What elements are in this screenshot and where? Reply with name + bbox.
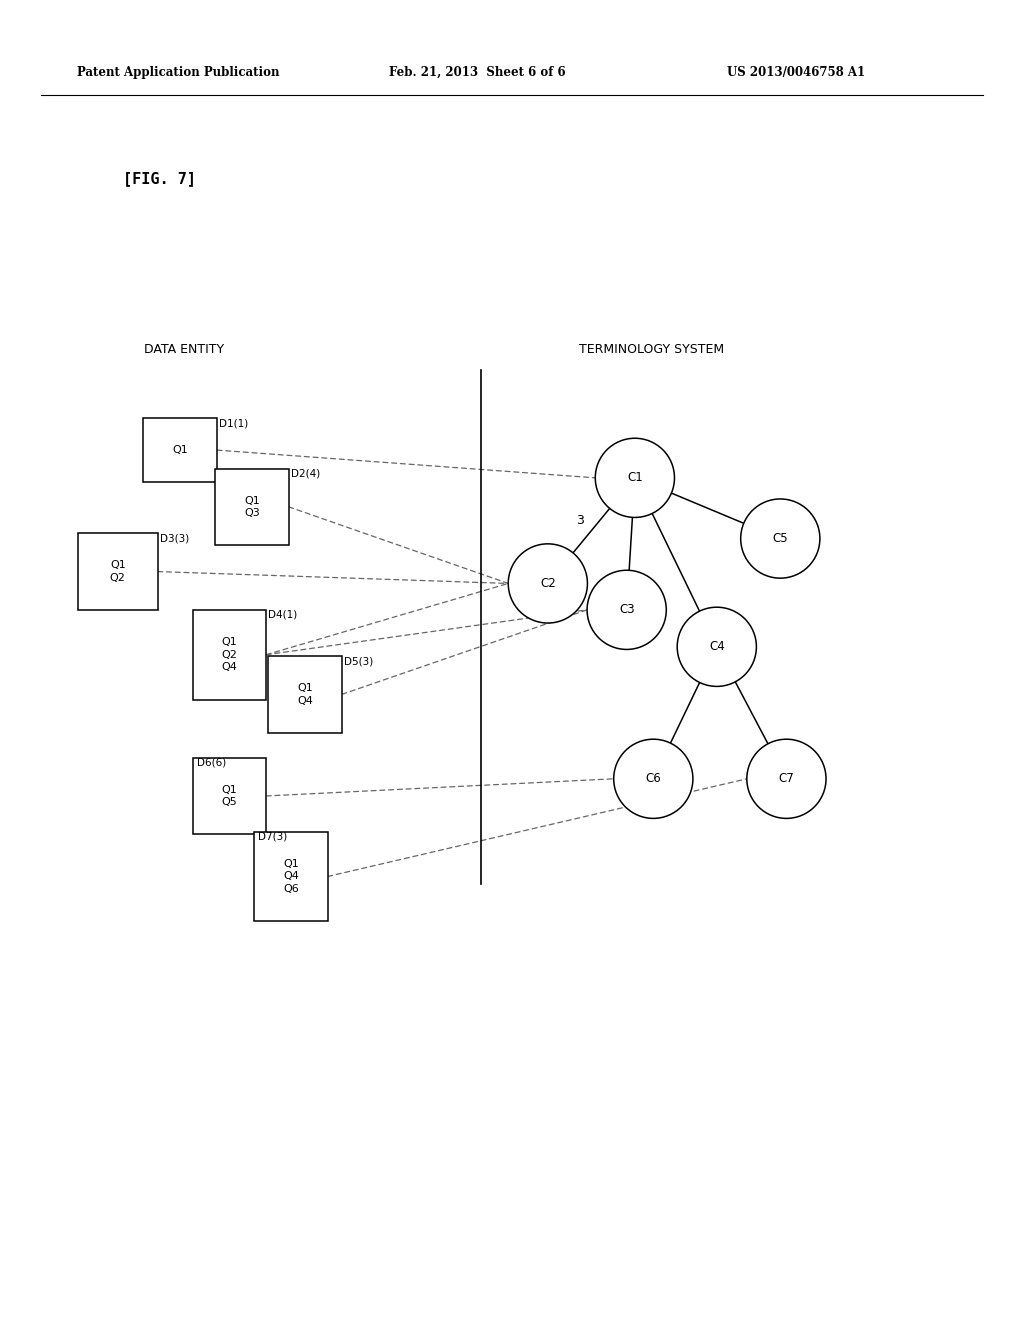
Text: C1: C1 [627,471,643,484]
Text: Q1
Q5: Q1 Q5 [221,785,238,807]
Ellipse shape [613,739,693,818]
FancyBboxPatch shape [193,758,266,834]
Text: D4(1): D4(1) [268,610,298,620]
Text: D5(3): D5(3) [344,656,374,667]
FancyBboxPatch shape [143,418,217,482]
Text: 3: 3 [575,513,584,527]
Text: C3: C3 [618,603,635,616]
Text: C2: C2 [540,577,556,590]
Text: Feb. 21, 2013  Sheet 6 of 6: Feb. 21, 2013 Sheet 6 of 6 [389,66,565,79]
Text: Q1
Q3: Q1 Q3 [244,496,260,517]
Text: Q1
Q2: Q1 Q2 [110,561,126,582]
Text: C5: C5 [772,532,788,545]
Text: D2(4): D2(4) [291,469,321,479]
Ellipse shape [746,739,826,818]
Text: Patent Application Publication: Patent Application Publication [77,66,280,79]
Text: C6: C6 [645,772,662,785]
Text: D6(6): D6(6) [197,758,226,768]
Text: Q1
Q4: Q1 Q4 [297,684,313,705]
FancyBboxPatch shape [268,656,342,733]
Text: C4: C4 [709,640,725,653]
FancyBboxPatch shape [215,469,289,545]
FancyBboxPatch shape [78,533,158,610]
Text: US 2013/0046758 A1: US 2013/0046758 A1 [727,66,865,79]
Ellipse shape [677,607,757,686]
Text: TERMINOLOGY SYSTEM: TERMINOLOGY SYSTEM [579,343,724,356]
Text: DATA ENTITY: DATA ENTITY [144,343,224,356]
Text: C7: C7 [778,772,795,785]
FancyBboxPatch shape [193,610,266,700]
Text: D7(3): D7(3) [258,832,288,842]
Text: D3(3): D3(3) [160,533,189,544]
Text: D1(1): D1(1) [219,418,249,429]
Ellipse shape [595,438,675,517]
Text: Q1
Q2
Q4: Q1 Q2 Q4 [221,638,238,672]
Text: Q1
Q4
Q6: Q1 Q4 Q6 [283,859,299,894]
FancyBboxPatch shape [254,832,328,921]
Ellipse shape [740,499,820,578]
Ellipse shape [508,544,588,623]
Text: [FIG. 7]: [FIG. 7] [123,170,196,186]
Text: Q1: Q1 [172,445,188,455]
Ellipse shape [587,570,667,649]
